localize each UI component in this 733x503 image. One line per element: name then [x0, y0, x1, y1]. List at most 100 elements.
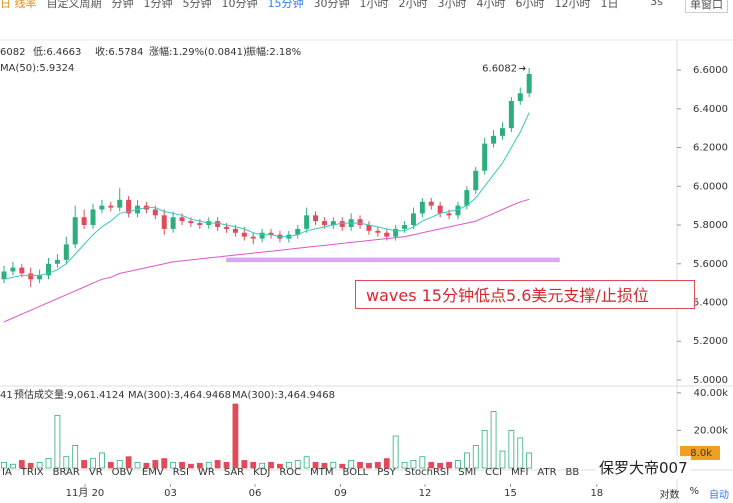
volume-bar	[401, 461, 408, 469]
volume-bar	[54, 414, 61, 469]
candle-body	[375, 230, 381, 233]
indicator-tab[interactable]: BOLL	[342, 467, 369, 478]
volume-bar	[285, 461, 292, 469]
y-tick-label: 40.00k	[694, 388, 729, 399]
y-tick-label: 6.4000	[693, 104, 728, 115]
volume-tag-label: 8.0k	[690, 448, 712, 459]
volume-bar	[268, 461, 274, 469]
volume-bar	[419, 456, 426, 469]
indicator-tab[interactable]: StochRSI	[404, 467, 450, 478]
indicator-tab[interactable]: MFI	[511, 467, 529, 478]
volume-bar	[499, 450, 506, 469]
candle-body	[491, 135, 497, 144]
indicator-tab[interactable]: ROC	[279, 467, 302, 478]
volume-bar	[116, 460, 123, 469]
volume-bar	[143, 462, 150, 469]
indicator-tab[interactable]: EMV	[141, 467, 164, 478]
interval-button[interactable]: 2小时	[398, 0, 428, 10]
candle-body	[517, 93, 523, 102]
volume-bar	[18, 460, 25, 469]
interval-button[interactable]: 自定义周期	[46, 0, 102, 10]
candle-body	[526, 73, 532, 94]
info-text: 涨幅:1.29%(0.0841)	[149, 45, 247, 58]
candle-body	[259, 232, 265, 239]
volume-header: MA(300):3,464.9468	[128, 390, 231, 401]
volume-bar	[45, 458, 52, 469]
candle-body	[241, 232, 247, 237]
volume-bar	[508, 429, 515, 469]
x-tick-label: 12	[419, 488, 432, 499]
ma-line	[3, 198, 530, 323]
volume-bar	[259, 462, 266, 469]
indicator-tab[interactable]: OBV	[111, 467, 133, 478]
candle-body	[473, 170, 479, 191]
watermark: 保罗大帝007	[596, 456, 691, 479]
candle-body	[63, 244, 69, 260]
indicator-tab[interactable]: KDJ	[253, 467, 271, 478]
interval-button[interactable]: 10分钟	[221, 0, 258, 10]
annotation: waves 15分钟低点5.6美元支撑/止损位	[355, 280, 695, 309]
volume-bar	[339, 463, 346, 469]
toolbar-button[interactable]: 单窗口	[685, 0, 728, 13]
volume-bar	[152, 460, 159, 469]
indicator-tab[interactable]: WR	[197, 467, 215, 478]
toolbar-button[interactable]: 3s	[650, 0, 663, 8]
volume-bar	[392, 435, 399, 469]
indicator-tab[interactable]: VR	[88, 467, 103, 478]
volume-bar	[437, 462, 444, 469]
x-tick-label: 06	[249, 488, 262, 499]
interval-button[interactable]: 5分钟	[182, 0, 212, 10]
indicator-tab[interactable]: SAR	[223, 467, 245, 478]
indicator-tab[interactable]: CCI	[485, 467, 503, 478]
interval-button[interactable]: 1小时	[359, 0, 389, 10]
indicator-tabs: IA TRIX BRAR VR OBV EMV RSI WR SAR KDJ ROC MTM BOLL P…	[2, 467, 592, 483]
interval-button[interactable]: 30分钟	[313, 0, 350, 10]
candle-body	[250, 236, 256, 239]
indicator-tab[interactable]: TRIX	[20, 467, 44, 478]
axis-option[interactable]: %	[689, 486, 699, 497]
indicator-tab[interactable]: BB	[565, 467, 580, 478]
indicator-tab[interactable]: ATR	[537, 467, 557, 478]
axis-option[interactable]: 对数	[659, 490, 680, 501]
interval-button[interactable]: 1分钟	[143, 0, 173, 10]
volume-bar	[196, 462, 203, 469]
interval-button[interactable]: 分钟	[111, 0, 134, 10]
ma-line	[3, 112, 530, 280]
interval-button[interactable]: 1日	[600, 0, 619, 10]
volume-bar	[81, 460, 88, 469]
indicator-tab[interactable]: PSY	[377, 467, 396, 478]
candle-body	[330, 221, 336, 226]
candle-body	[419, 201, 425, 214]
candle-body	[304, 215, 310, 229]
candle-body	[357, 219, 363, 226]
interval-button[interactable]: 12小时	[554, 0, 591, 10]
interval-button[interactable]: 6小时	[515, 0, 545, 10]
volume-bar	[188, 463, 194, 469]
volume-bar	[428, 461, 435, 469]
interval-button[interactable]: 15分钟	[267, 0, 304, 10]
volume-bar	[303, 456, 310, 469]
indicator-tab[interactable]: IA	[2, 467, 12, 478]
interval-button[interactable]: 3小时	[437, 0, 467, 10]
volume-bar	[321, 462, 328, 469]
indicator-tab[interactable]: MTM	[310, 467, 334, 478]
candle-body	[446, 213, 452, 216]
candle-body	[1, 271, 7, 280]
interval-button[interactable]: 4小时	[476, 0, 506, 10]
candle-body	[321, 221, 327, 226]
indicator-tab[interactable]: SMI	[458, 467, 477, 478]
candle-body	[268, 232, 274, 235]
volume-bar	[277, 463, 283, 469]
volume-header: MA(300):3,464.9468	[232, 390, 335, 401]
axis-option[interactable]: 自动	[709, 490, 729, 501]
volume-bar	[410, 460, 417, 469]
indicator-tab[interactable]: BRAR	[52, 467, 80, 478]
ma-label: MA(50):5.9324	[0, 63, 74, 74]
y-tick-label: 5.0000	[693, 375, 728, 386]
candle-body	[28, 273, 34, 280]
volume-bar	[374, 461, 381, 469]
indicator-tab[interactable]: RSI	[172, 467, 189, 478]
candle-body	[188, 221, 194, 224]
candle-body	[393, 228, 399, 237]
